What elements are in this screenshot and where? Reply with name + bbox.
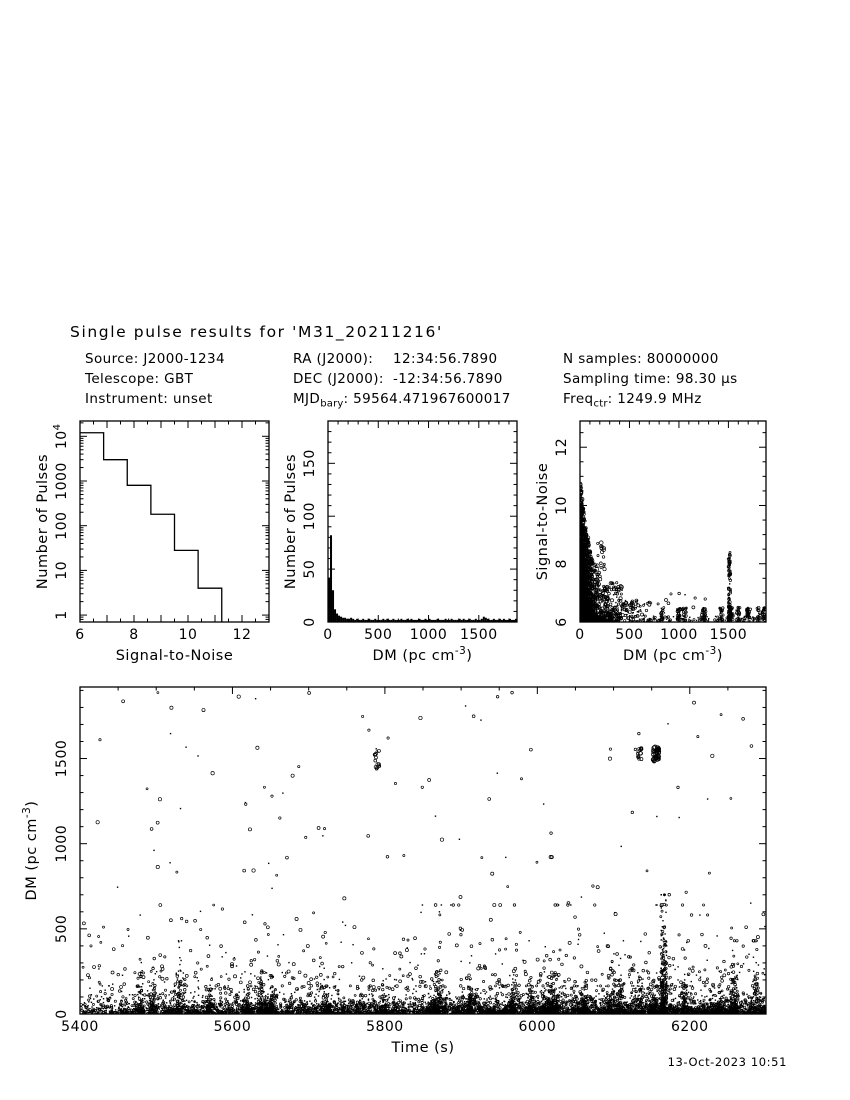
svg-text:5400: 5400 bbox=[61, 1019, 99, 1035]
svg-text:DM (pc cm-3): DM (pc cm-3) bbox=[373, 645, 473, 664]
mjd-value: : 59564.471967600017 bbox=[343, 391, 511, 407]
mjd-label-subscript: bary bbox=[320, 398, 344, 410]
dm-vs-time-scatter-axes: 5400 5600 5800 6000 6200 0 500 1000 1500 Time (s)… bbox=[21, 686, 767, 1056]
svg-text:500: 500 bbox=[615, 627, 643, 643]
dec-value: -12:34:56.7890 bbox=[393, 371, 503, 387]
dec-field: DEC (J2000): -12:34:56.7890 bbox=[293, 369, 511, 389]
svg-text:10: 10 bbox=[179, 627, 198, 643]
svg-text:10: 10 bbox=[54, 561, 70, 580]
svg-text:Signal-to-Noise: Signal-to-Noise bbox=[116, 648, 234, 664]
dm-histogram-plot: 0 500 1000 1500 0 50 100 150 DM (pc cm-3) Number … bbox=[262, 403, 547, 671]
dm-vs-time-scatter-data bbox=[80, 687, 766, 1014]
svg-text:1500: 1500 bbox=[710, 627, 748, 643]
telescope-field: Telescope: GBT bbox=[85, 369, 225, 389]
instrument-value: unset bbox=[172, 391, 213, 407]
center-freq-value: : 1249.9 MHz bbox=[607, 391, 702, 407]
source-label: Source: bbox=[85, 351, 139, 367]
nsamples-value: 80000000 bbox=[646, 351, 719, 367]
svg-text:6: 6 bbox=[75, 627, 84, 643]
mjd-field: MJDbary: 59564.471967600017 bbox=[293, 389, 511, 415]
telescope-value: GBT bbox=[164, 371, 194, 387]
svg-text:5600: 5600 bbox=[214, 1019, 252, 1035]
svg-text:0: 0 bbox=[54, 1009, 70, 1018]
svg-text:10: 10 bbox=[554, 496, 570, 515]
snr-histogram-plot: 6 8 10 12 1 10 100 1000 104 Signal-to-Noise Number… bbox=[8, 403, 293, 671]
snr-histogram-axes: 6 8 10 12 1 10 100 1000 104 Signal-to-Noise Number… bbox=[35, 420, 270, 664]
snr-vs-dm-scatter-data bbox=[580, 421, 766, 622]
svg-text:1000: 1000 bbox=[660, 627, 698, 643]
instrument-label: Instrument: bbox=[85, 391, 169, 407]
svg-text:100: 100 bbox=[302, 502, 318, 530]
svg-text:1000: 1000 bbox=[54, 462, 70, 500]
svg-text:Time (s): Time (s) bbox=[391, 1040, 455, 1056]
svg-text:104: 104 bbox=[52, 423, 70, 449]
svg-text:1500: 1500 bbox=[460, 627, 498, 643]
snr-histogram-data bbox=[80, 421, 269, 622]
source-field: Source: J2000-1234 bbox=[85, 349, 225, 369]
svg-text:12: 12 bbox=[233, 627, 252, 643]
svg-text:6000: 6000 bbox=[519, 1019, 557, 1035]
svg-text:Signal-to-Noise: Signal-to-Noise bbox=[535, 463, 551, 581]
nsamples-label: N samples: bbox=[563, 351, 643, 367]
svg-text:DM (pc cm-3): DM (pc cm-3) bbox=[623, 645, 723, 664]
svg-text:6: 6 bbox=[554, 617, 570, 626]
svg-text:0: 0 bbox=[575, 627, 584, 643]
svg-text:500: 500 bbox=[364, 627, 392, 643]
svg-text:1500: 1500 bbox=[54, 740, 70, 778]
svg-text:DM (pc cm-3): DM (pc cm-3) bbox=[21, 801, 40, 901]
center-freq-field: Freqctr: 1249.9 MHz bbox=[563, 389, 738, 415]
svg-text:1000: 1000 bbox=[410, 627, 448, 643]
mjd-label: MJD bbox=[293, 391, 321, 407]
svg-text:5800: 5800 bbox=[366, 1019, 404, 1035]
svg-text:6200: 6200 bbox=[671, 1019, 709, 1035]
nsamples-field: N samples: 80000000 bbox=[563, 349, 738, 369]
sampling-time-value: 98.30 μs bbox=[675, 371, 738, 387]
snr-vs-dm-scatter-plot: 0 500 1000 1500 6 8 10 12 DM (pc cm-3) Signal-to-… bbox=[512, 403, 804, 671]
metadata-col-pointing: RA (J2000): 12:34:56.7890 DEC (J2000): -12… bbox=[293, 349, 511, 415]
telescope-label: Telescope: bbox=[85, 371, 160, 387]
snr-vs-dm-scatter-axes: 0 500 1000 1500 6 8 10 12 DM (pc cm-3) Signal-to-… bbox=[535, 420, 767, 664]
sampling-time-label: Sampling time: bbox=[563, 371, 672, 387]
instrument-field: Instrument: unset bbox=[85, 389, 225, 409]
svg-text:0: 0 bbox=[302, 617, 318, 626]
source-value: J2000-1234 bbox=[143, 351, 225, 367]
svg-text:12: 12 bbox=[554, 438, 570, 457]
svg-text:0: 0 bbox=[323, 627, 332, 643]
plot-creation-timestamp: 13-Oct-2023 10:51 bbox=[667, 1055, 787, 1069]
center-freq-label-subscript: ctr bbox=[593, 398, 608, 410]
page-title: Single pulse results for 'M31_20211216' bbox=[70, 323, 443, 341]
dec-label: DEC (J2000): bbox=[293, 371, 384, 387]
svg-text:1: 1 bbox=[54, 610, 70, 619]
svg-text:8: 8 bbox=[554, 559, 570, 568]
dm-vs-time-scatter-plot: 5400 5600 5800 6000 6200 0 500 1000 1500 Time (s)… bbox=[8, 669, 813, 1061]
svg-text:100: 100 bbox=[54, 512, 70, 540]
center-freq-label: Freq bbox=[563, 391, 594, 407]
svg-text:Number of Pulses: Number of Pulses bbox=[283, 454, 299, 589]
dm-histogram-axes: 0 500 1000 1500 0 50 100 150 DM (pc cm-3) Number … bbox=[283, 420, 518, 664]
ra-field: RA (J2000): 12:34:56.7890 bbox=[293, 349, 511, 369]
metadata-col-observation: Source: J2000-1234 Telescope: GBT Instru… bbox=[85, 349, 225, 409]
svg-text:1000: 1000 bbox=[54, 825, 70, 863]
svg-text:150: 150 bbox=[302, 449, 318, 477]
svg-text:50: 50 bbox=[302, 560, 318, 579]
metadata-col-sampling: N samples: 80000000 Sampling time: 98.30… bbox=[563, 349, 738, 415]
dm-histogram-data bbox=[328, 421, 517, 622]
svg-text:Number of Pulses: Number of Pulses bbox=[35, 454, 51, 589]
sampling-time-field: Sampling time: 98.30 μs bbox=[563, 369, 738, 389]
svg-text:8: 8 bbox=[129, 627, 138, 643]
ra-value: 12:34:56.7890 bbox=[393, 351, 498, 367]
ra-label: RA (J2000): bbox=[293, 351, 374, 367]
svg-text:500: 500 bbox=[54, 915, 70, 943]
